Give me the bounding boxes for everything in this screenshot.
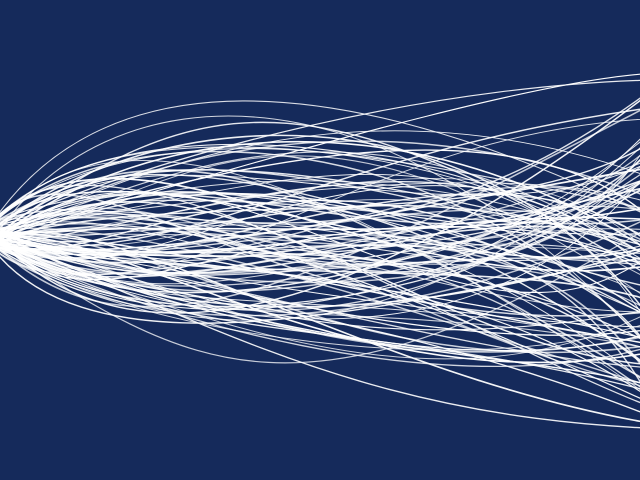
curve-art: [0, 0, 640, 480]
art-canvas: [0, 0, 640, 480]
